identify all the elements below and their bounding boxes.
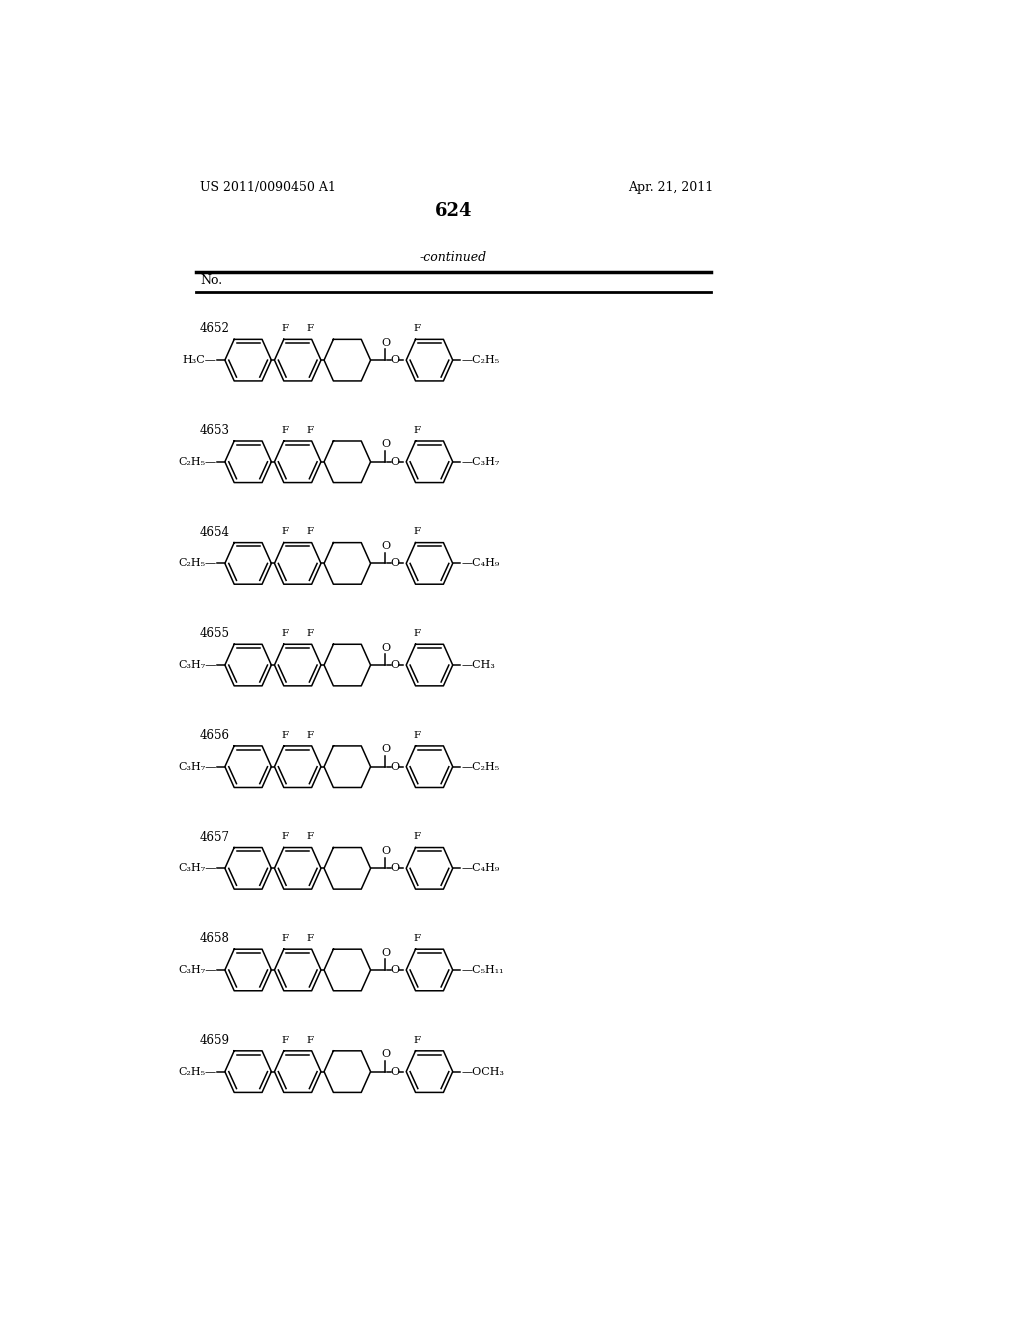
Text: O: O (382, 440, 391, 449)
Text: O: O (382, 1049, 391, 1059)
Text: —C₄H₉: —C₄H₉ (461, 863, 500, 874)
Text: F: F (282, 426, 289, 434)
Text: F: F (282, 630, 289, 638)
Text: —C₂H₅: —C₂H₅ (461, 762, 500, 772)
Text: 4656: 4656 (200, 729, 230, 742)
Text: 4652: 4652 (200, 322, 230, 335)
Text: F: F (414, 1036, 421, 1044)
Text: C₃H₇—: C₃H₇— (178, 762, 216, 772)
Text: -continued: -continued (420, 251, 487, 264)
Text: F: F (414, 325, 421, 333)
Text: Apr. 21, 2011: Apr. 21, 2011 (628, 181, 713, 194)
Text: F: F (306, 630, 313, 638)
Text: 4655: 4655 (200, 627, 230, 640)
Text: —C₃H₇: —C₃H₇ (461, 457, 500, 467)
Text: O: O (382, 846, 391, 857)
Text: C₃H₇—: C₃H₇— (178, 660, 216, 671)
Text: O: O (382, 338, 391, 348)
Text: O: O (382, 744, 391, 755)
Text: F: F (306, 935, 313, 942)
Text: —CH₃: —CH₃ (461, 660, 496, 671)
Text: C₃H₇—: C₃H₇— (178, 965, 216, 975)
Text: O: O (390, 558, 399, 569)
Text: F: F (414, 426, 421, 434)
Text: 4658: 4658 (200, 932, 230, 945)
Text: F: F (414, 630, 421, 638)
Text: 4657: 4657 (200, 830, 230, 843)
Text: F: F (282, 1036, 289, 1044)
Text: 624: 624 (435, 202, 472, 220)
Text: F: F (414, 528, 421, 536)
Text: O: O (382, 643, 391, 653)
Text: F: F (306, 325, 313, 333)
Text: H₃C—: H₃C— (182, 355, 216, 366)
Text: O: O (390, 965, 399, 975)
Text: No.: No. (200, 275, 222, 286)
Text: C₃H₇—: C₃H₇— (178, 863, 216, 874)
Text: 4659: 4659 (200, 1034, 230, 1047)
Text: O: O (390, 762, 399, 772)
Text: F: F (282, 935, 289, 942)
Text: O: O (390, 355, 399, 366)
Text: F: F (282, 731, 289, 739)
Text: F: F (414, 731, 421, 739)
Text: O: O (382, 948, 391, 958)
Text: F: F (414, 833, 421, 841)
Text: —C₂H₅: —C₂H₅ (461, 355, 500, 366)
Text: F: F (282, 833, 289, 841)
Text: O: O (382, 541, 391, 552)
Text: F: F (306, 426, 313, 434)
Text: F: F (282, 325, 289, 333)
Text: O: O (390, 863, 399, 874)
Text: C₂H₅—: C₂H₅— (178, 1067, 216, 1077)
Text: C₂H₅—: C₂H₅— (178, 558, 216, 569)
Text: F: F (414, 935, 421, 942)
Text: F: F (282, 528, 289, 536)
Text: O: O (390, 660, 399, 671)
Text: US 2011/0090450 A1: US 2011/0090450 A1 (200, 181, 336, 194)
Text: F: F (306, 731, 313, 739)
Text: 4654: 4654 (200, 525, 230, 539)
Text: O: O (390, 1067, 399, 1077)
Text: —OCH₃: —OCH₃ (461, 1067, 504, 1077)
Text: F: F (306, 1036, 313, 1044)
Text: F: F (306, 528, 313, 536)
Text: 4653: 4653 (200, 424, 230, 437)
Text: —C₄H₉: —C₄H₉ (461, 558, 500, 569)
Text: C₂H₅—: C₂H₅— (178, 457, 216, 467)
Text: —C₅H₁₁: —C₅H₁₁ (461, 965, 504, 975)
Text: F: F (306, 833, 313, 841)
Text: O: O (390, 457, 399, 467)
